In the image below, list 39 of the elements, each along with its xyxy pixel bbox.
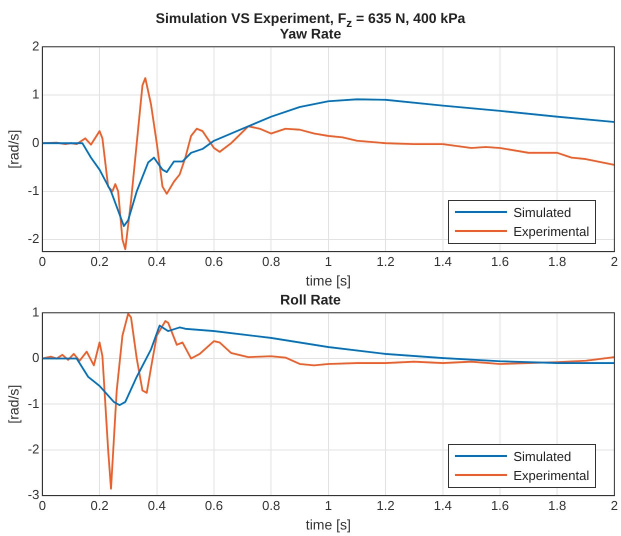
- y-tick-label: 0: [32, 134, 40, 150]
- x-axis-title: time [s]: [306, 272, 351, 288]
- x-tick-label: 0.6: [204, 254, 224, 269]
- x-tick-label: 0.2: [90, 498, 109, 513]
- x-tick-label: 0.4: [148, 498, 166, 513]
- x-tick-label: 1.6: [490, 498, 510, 513]
- y-tick-label: -1: [28, 396, 40, 411]
- x-tick-label: 1.2: [376, 498, 395, 513]
- y-tick-label: 1: [32, 86, 40, 102]
- x-tick-label: 1.8: [548, 254, 566, 269]
- x-tick-label: 2: [610, 498, 618, 513]
- y-tick-label: 2: [32, 38, 40, 54]
- y-tick-label: -3: [28, 487, 40, 502]
- x-tick-label: 1.4: [434, 498, 452, 513]
- legend-label: Simulated: [513, 448, 572, 464]
- y-axis-title: [rad/s]: [5, 130, 22, 169]
- legend-label: Simulated: [513, 204, 572, 220]
- y-tick-label: 0: [32, 350, 40, 366]
- y-tick-label: 1: [32, 304, 40, 320]
- y-axis-title: [rad/s]: [5, 384, 22, 424]
- y-tick-label: -1: [28, 182, 40, 198]
- x-tick-label: 1.6: [490, 254, 510, 269]
- x-tick-label: 2: [610, 254, 618, 269]
- y-tick-label: -2: [28, 231, 40, 246]
- x-tick-label: 0.2: [90, 254, 109, 269]
- legend-label: Experimental: [513, 468, 590, 483]
- x-tick-label: 1.4: [434, 254, 452, 269]
- x-tick-label: 0.8: [262, 498, 280, 513]
- x-tick-label: 1.8: [548, 498, 566, 513]
- y-tick-label: -2: [28, 441, 40, 456]
- x-tick-label: 0.6: [204, 498, 224, 513]
- chart-title: Roll Rate: [280, 291, 342, 308]
- x-tick-label: 0.4: [148, 254, 166, 269]
- x-tick-label: 1: [324, 254, 332, 269]
- x-tick-label: 1: [324, 498, 332, 513]
- legend-label: Experimental: [513, 224, 590, 239]
- x-tick-label: 0.8: [262, 254, 280, 269]
- x-tick-label: 1.2: [376, 254, 395, 269]
- x-axis-title: time [s]: [306, 516, 351, 532]
